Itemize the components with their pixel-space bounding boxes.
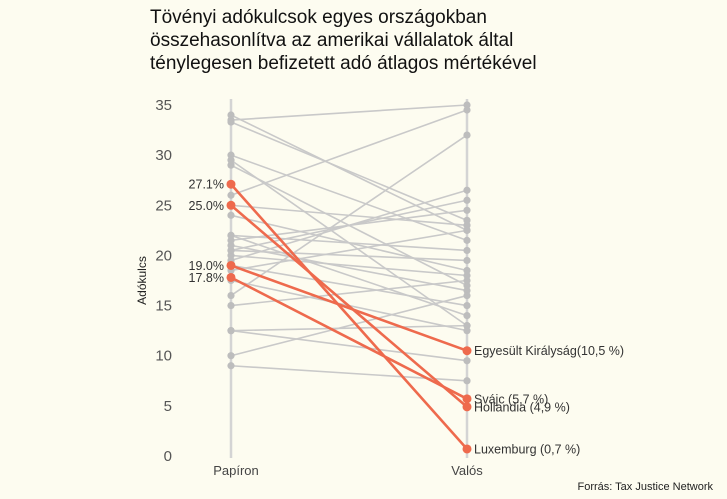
gray-series-line [230, 109, 468, 197]
highlight-point-paper [226, 200, 236, 210]
gray-point-actual [463, 221, 471, 229]
gray-series-line [230, 329, 468, 362]
gray-series-line [230, 134, 468, 297]
gray-series-line [230, 114, 468, 232]
gray-point-actual [463, 131, 471, 139]
gray-series-line [230, 229, 468, 272]
highlight-series-line [230, 264, 468, 352]
chart-title: Tövényi adókulcsok egyes országokban öss… [150, 7, 537, 74]
gray-point-paper [227, 362, 235, 370]
gray-point-actual [463, 246, 471, 255]
y-tick-label: 35 [155, 97, 172, 114]
gray-point-paper [227, 118, 235, 126]
gray-point-actual [463, 327, 471, 335]
highlight-point-actual [462, 394, 472, 404]
gray-point-paper [227, 236, 235, 244]
gray-point-paper [227, 301, 235, 310]
highlight-point-paper [226, 179, 236, 189]
gray-point-paper [227, 191, 235, 199]
gray-series-line [230, 234, 468, 317]
gray-point-actual [463, 357, 471, 365]
gray-point-actual [463, 266, 471, 275]
gray-series-line [230, 104, 468, 121]
gray-point-actual [463, 196, 471, 204]
gray-point-paper [227, 211, 235, 219]
gray-series-line [230, 244, 468, 292]
gray-point-actual [463, 271, 471, 280]
gray-point-paper [227, 246, 235, 255]
y-tick-label: 20 [155, 247, 172, 264]
gray-point-paper [227, 111, 235, 119]
gray-series-line [230, 199, 468, 252]
y-tick-label: 25 [155, 197, 172, 214]
y-tick-label: 5 [164, 398, 172, 415]
gray-point-actual [463, 101, 471, 109]
gray-point-actual [463, 377, 471, 385]
gray-point-paper [227, 241, 235, 249]
highlight-label-paper: 25.0% [189, 199, 224, 213]
gray-series-line [230, 324, 468, 332]
gray-point-paper [227, 231, 235, 239]
highlight-point-actual [462, 346, 472, 356]
gray-point-actual [463, 226, 471, 234]
y-axis: 0 5 10 15 20 25 30 35 [155, 97, 172, 465]
gray-point-paper [227, 156, 235, 164]
highlight-label-paper: 17.8% [189, 271, 224, 285]
gray-point-actual [463, 281, 471, 290]
gray-point-actual [463, 206, 471, 214]
highlight-series-line [230, 276, 468, 400]
gray-point-paper [227, 352, 235, 360]
highlight-label-actual: Luxemburg (0,7 %) [474, 442, 580, 456]
gray-point-actual [463, 322, 471, 330]
gray-point-actual [463, 276, 471, 285]
gray-series-line [230, 121, 468, 222]
highlight-label-actual: Svájc (5,7 %) [474, 392, 548, 406]
gray-point-actual [463, 286, 471, 295]
x-category-actual: Valós [451, 463, 483, 478]
highlight-label-actual: Hollandia (4,9 %) [474, 400, 570, 414]
y-tick-label: 0 [164, 448, 172, 465]
gray-series-line [230, 254, 468, 277]
y-tick-label: 30 [155, 147, 172, 164]
y-tick-label: 15 [155, 298, 172, 315]
x-category-paper: Papíron [213, 463, 259, 478]
gray-series-line [230, 279, 468, 307]
highlight-label-paper: 19.0% [189, 259, 224, 273]
highlight-series-line [230, 183, 468, 450]
gray-point-paper [227, 327, 235, 335]
gray-point-actual [463, 106, 471, 114]
highlight-point-actual [462, 444, 472, 454]
gray-series-line [230, 264, 468, 307]
gray-point-actual [463, 216, 471, 224]
gray-series-line [230, 154, 468, 242]
gray-series-line [230, 294, 468, 357]
highlight-series-group: 19.0% Egyesült Királyság(10,5 %) 17.8% Sváj… [189, 178, 625, 457]
source-note: Forrás: Tax Justice Network [577, 481, 713, 493]
gray-point-actual [463, 256, 471, 265]
gray-point-paper [227, 251, 235, 260]
gray-series-group [227, 101, 471, 385]
gray-point-actual [463, 291, 471, 300]
highlight-label-paper: 27.1% [189, 178, 224, 192]
highlight-series-line [230, 204, 468, 408]
gray-point-actual [463, 236, 471, 244]
highlight-point-paper [226, 272, 236, 282]
y-axis-label: Adókulcs [135, 256, 149, 305]
highlight-point-actual [462, 402, 472, 412]
gray-point-actual [463, 186, 471, 194]
gray-point-paper [227, 151, 235, 159]
gray-point-actual [463, 312, 471, 320]
highlight-point-paper [226, 260, 236, 270]
gray-point-paper [227, 291, 235, 300]
gray-series-line [230, 364, 468, 382]
gray-point-actual [463, 301, 471, 310]
gray-point-paper [227, 161, 235, 169]
gray-series-line [230, 249, 468, 262]
y-tick-label: 10 [155, 348, 172, 365]
highlight-label-actual: Egyesült Királyság(10,5 %) [474, 344, 624, 358]
